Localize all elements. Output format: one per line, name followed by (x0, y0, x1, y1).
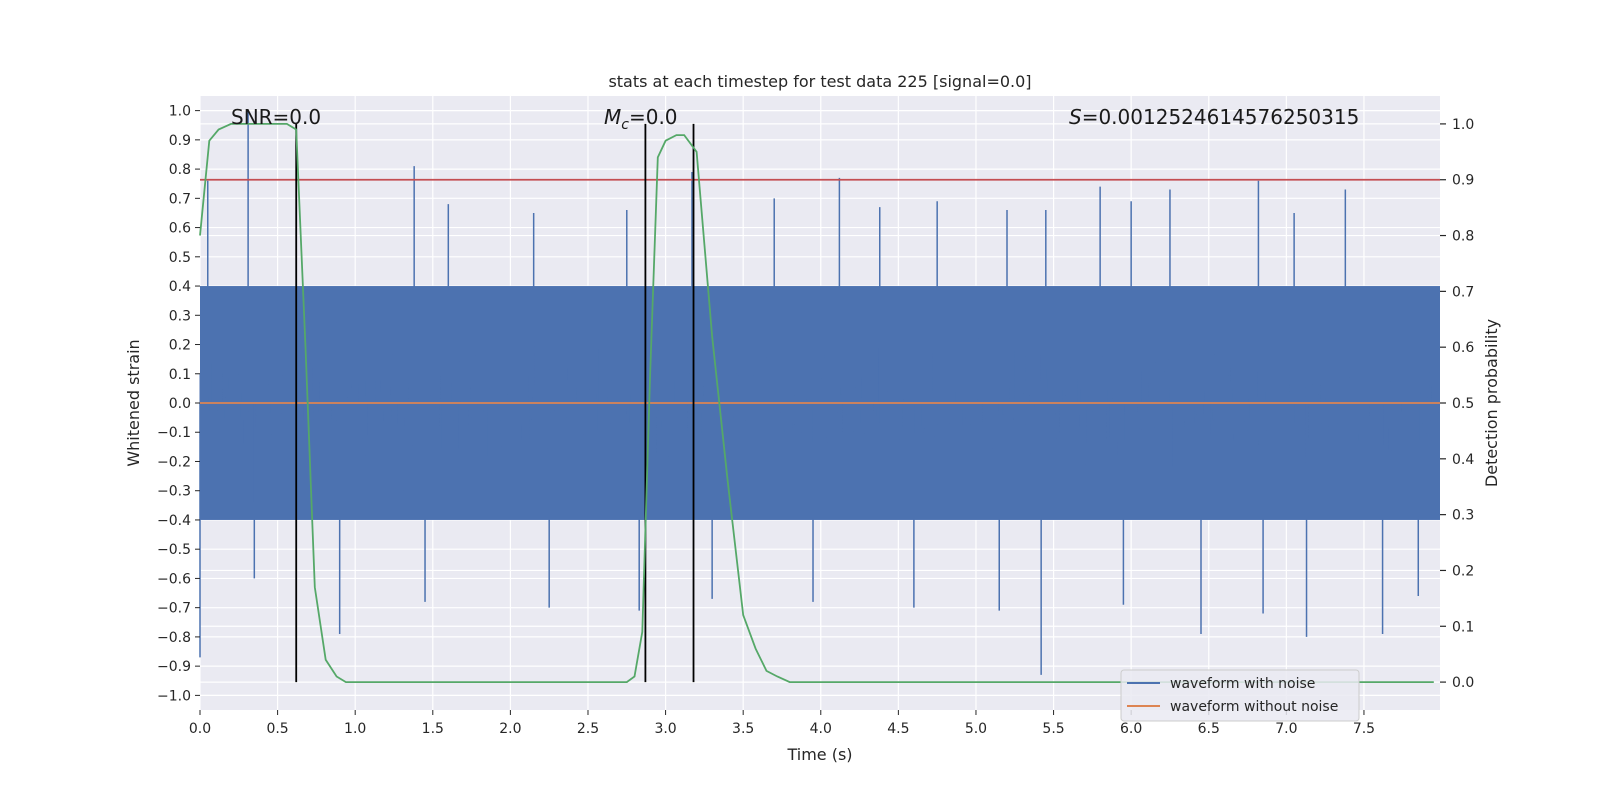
y2-axis-label: Detection probability (1482, 319, 1501, 487)
y-tick-label: −1.0 (157, 688, 191, 704)
y-tick-label: 0.1 (169, 367, 191, 383)
y2-tick-label: 0.0 (1452, 675, 1474, 691)
x-tick-label: 5.0 (965, 721, 987, 737)
x-tick-label: 3.5 (732, 721, 754, 737)
y2-tick-label: 0.3 (1452, 508, 1474, 524)
y2-tick-label: 0.7 (1452, 284, 1474, 300)
x-tick-label: 1.5 (422, 721, 444, 737)
probability-trace (199, 123, 1434, 683)
y-tick-label: −0.6 (157, 571, 191, 587)
y-tick-label: 0.6 (169, 221, 191, 237)
y2-tick-label: 0.4 (1452, 452, 1474, 468)
y-tick-label: −0.8 (157, 630, 191, 646)
x-tick-label: 6.5 (1198, 721, 1220, 737)
y2-tick-label: 0.1 (1452, 619, 1474, 635)
legend: waveform with noise waveform without noi… (1120, 669, 1360, 722)
annotation-s: S=0.0012524614576250315 (1069, 105, 1359, 129)
legend-label-noise: waveform with noise (1170, 676, 1315, 692)
x-tick-label: 6.0 (1120, 721, 1142, 737)
noise-trace (199, 292, 1440, 502)
x-tick-label: 2.0 (499, 721, 521, 737)
y2-tick-label: 0.2 (1452, 563, 1474, 579)
y-tick-label: −0.9 (157, 659, 191, 675)
x-tick-label: 4.5 (887, 721, 909, 737)
y-tick-label: −0.4 (157, 513, 191, 529)
x-tick-label: 0.5 (266, 721, 288, 737)
y-axis-label: Whitened strain (124, 339, 143, 466)
x-tick-label: 4.0 (810, 721, 832, 737)
vertical-markers (295, 123, 695, 683)
y-tick-label: 0.2 (169, 338, 191, 354)
x-tick-label: 0.0 (189, 721, 211, 737)
y-tick-label: −0.3 (157, 484, 191, 500)
x-tick-label: 3.0 (654, 721, 676, 737)
x-axis-label: Time (s) (786, 745, 852, 764)
y2-tick-label: 0.5 (1452, 396, 1474, 412)
y2-tick-label: 1.0 (1452, 117, 1474, 133)
y2-tick-label: 0.6 (1452, 340, 1474, 356)
y-tick-label: −0.7 (157, 601, 191, 617)
y-tick-label: −0.1 (157, 425, 191, 441)
y-tick-label: −0.5 (157, 542, 191, 558)
x-tick-label: 2.5 (577, 721, 599, 737)
legend-box (1120, 669, 1360, 722)
x-tick-label: 7.5 (1353, 721, 1375, 737)
chart-title: stats at each timestep for test data 225… (608, 72, 1031, 91)
annotation-snr: SNR=0.0 (231, 105, 321, 129)
y-tick-label: 0.7 (169, 191, 191, 207)
annotation-chirp-mass: Mc=0.0 (604, 105, 678, 133)
y-tick-label: 0.9 (169, 133, 191, 149)
y-tick-label: 0.0 (169, 396, 191, 412)
y2-tick-label: 0.9 (1452, 173, 1474, 189)
x-tick-label: 7.0 (1275, 721, 1297, 737)
x-tick-label: 5.5 (1042, 721, 1064, 737)
y-tick-label: 0.5 (169, 250, 191, 266)
x-tick-label: 1.0 (344, 721, 366, 737)
y-tick-label: −0.2 (157, 454, 191, 470)
legend-label-clean: waveform without noise (1170, 699, 1338, 715)
y-tick-label: 0.8 (169, 162, 191, 178)
y-tick-label: 1.0 (169, 104, 191, 120)
y-tick-label: 0.4 (169, 279, 191, 295)
y-tick-label: 0.3 (169, 308, 191, 324)
series-detection-probability (199, 123, 1434, 683)
y2-tick-label: 0.8 (1452, 229, 1474, 245)
